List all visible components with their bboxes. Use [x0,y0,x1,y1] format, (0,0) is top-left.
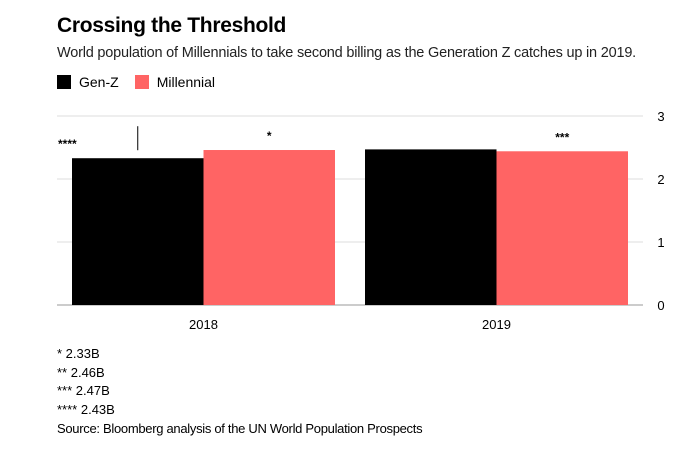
footnote: *** 2.47B [57,383,110,398]
x-tick-label: 2018 [189,317,218,332]
data-label-marker: **** [58,137,77,151]
y-tick-label: 1 [657,235,664,250]
x-tick-label: 2019 [482,317,511,332]
data-label-marker: * [267,129,272,143]
footnotes: * 2.33B ** 2.46B *** 2.47B **** 2.43B [57,345,115,419]
footnote: * 2.33B [57,346,100,361]
footnote: ** 2.46B [57,364,105,380]
legend-item-gen-z: Gen-Z [57,74,119,90]
data-label-marker: *** [555,130,569,144]
legend-item-millennial: Millennial [134,74,216,90]
legend-label-millennial: Millennial [156,74,216,90]
legend: Gen-Z Millennial [57,74,231,90]
legend-label-gen-z: Gen-Z [79,74,119,90]
y-tick-label: 0 [657,298,664,313]
y-tick-label: 2 [657,172,664,187]
footnote: **** 2.43B [57,401,115,417]
bar-gen-z-2019 [365,149,497,305]
bar-millennial-2019 [496,151,628,305]
bar-gen-z-2018 [72,158,204,305]
legend-swatch-millennial [134,75,149,89]
y-tick-label: 3 [657,109,664,124]
source-note: Source: Bloomberg analysis of the UN Wor… [57,421,423,436]
bar-millennial-2018 [203,150,335,305]
bars [72,149,628,305]
chart-subtitle: World population of Millennials to take … [57,45,637,61]
legend-swatch-gen-z [57,75,71,89]
chart-title: Crossing the Threshold [57,14,287,37]
